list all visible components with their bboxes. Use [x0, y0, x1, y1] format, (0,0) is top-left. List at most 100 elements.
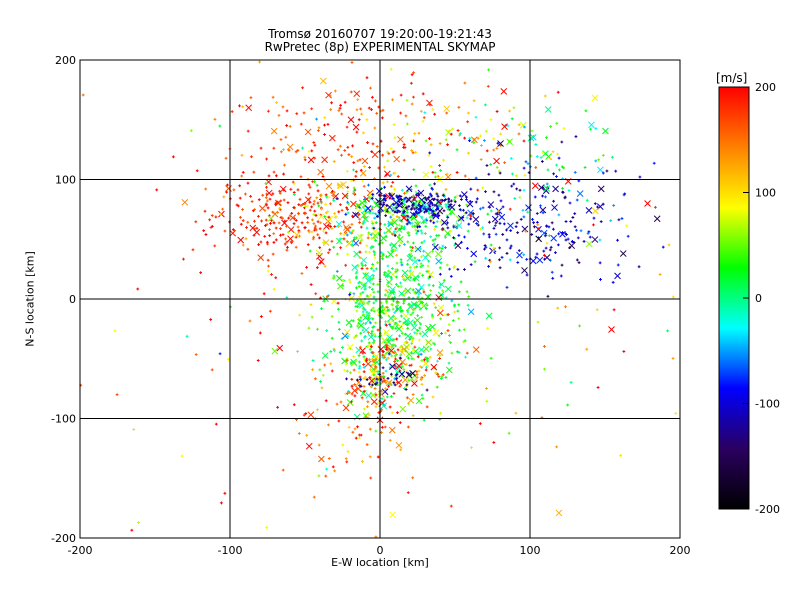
data-point-plus	[484, 245, 488, 249]
data-point-plus	[367, 382, 371, 386]
data-point-plus	[380, 316, 384, 320]
data-point-cross	[305, 442, 313, 450]
data-point-plus	[371, 245, 375, 249]
data-point-plus	[419, 109, 423, 113]
data-point-plus	[330, 315, 334, 318]
data-point-plus	[364, 250, 368, 254]
data-point-plus	[395, 275, 398, 279]
data-point-plus	[423, 358, 426, 362]
data-point-plus	[420, 315, 424, 319]
data-point-plus	[578, 324, 581, 328]
data-point-plus	[411, 311, 415, 315]
data-point-plus	[292, 403, 296, 407]
data-point-plus	[422, 220, 426, 224]
data-point-plus	[395, 194, 399, 198]
data-point-plus	[380, 376, 383, 380]
data-point-plus	[199, 271, 203, 275]
data-point-plus	[303, 202, 307, 206]
data-point-plus	[264, 182, 268, 185]
data-point-plus	[350, 61, 354, 64]
data-point-plus	[384, 214, 388, 218]
data-point-cross	[405, 371, 413, 379]
data-point-plus	[416, 220, 420, 224]
data-point-plus	[522, 253, 526, 257]
data-point-plus	[431, 213, 435, 217]
data-point-plus	[326, 251, 330, 255]
data-point-cross	[398, 290, 405, 297]
data-point-plus	[268, 228, 271, 231]
y-tick-label: 200	[55, 54, 76, 67]
data-point-plus	[444, 138, 448, 142]
data-point-plus	[415, 373, 419, 376]
data-point-plus	[458, 194, 462, 198]
data-point-cross	[411, 195, 418, 203]
data-point-plus	[436, 214, 440, 218]
data-point-plus	[375, 111, 379, 115]
data-point-plus	[406, 262, 409, 266]
data-point-plus	[317, 443, 321, 447]
data-point-plus	[387, 308, 391, 312]
data-point-plus	[369, 384, 373, 388]
data-point-plus	[296, 188, 300, 192]
data-point-plus	[277, 114, 281, 117]
data-point-plus	[381, 371, 385, 375]
data-point-plus	[404, 114, 408, 118]
data-point-plus	[444, 198, 448, 201]
data-point-plus	[350, 384, 354, 388]
data-point-plus	[282, 198, 286, 202]
data-point-plus	[372, 274, 375, 278]
data-point-cross	[307, 156, 315, 164]
data-point-plus	[408, 337, 412, 341]
data-point-plus	[406, 208, 410, 211]
data-point-plus	[400, 365, 404, 369]
data-point-plus	[446, 313, 450, 316]
data-point-cross	[409, 370, 417, 377]
data-point-plus	[489, 209, 493, 213]
data-point-plus	[421, 301, 424, 304]
data-point-plus	[299, 122, 303, 126]
data-point-plus	[392, 217, 396, 221]
data-point-plus	[312, 199, 316, 203]
data-point-plus	[448, 334, 451, 337]
data-point-cross	[336, 274, 343, 282]
data-point-cross	[436, 309, 444, 317]
data-point-cross	[317, 258, 325, 265]
data-point-plus	[571, 216, 575, 219]
data-point-plus	[403, 288, 407, 292]
data-point-plus	[562, 127, 566, 130]
data-point-cross	[353, 90, 361, 98]
data-point-plus	[542, 253, 546, 257]
data-point-plus	[451, 127, 455, 131]
data-point-plus	[425, 388, 429, 392]
data-point-plus	[355, 378, 359, 382]
data-point-plus	[616, 238, 619, 242]
data-point-plus	[335, 197, 339, 201]
data-point-plus	[422, 249, 426, 253]
data-point-plus	[388, 405, 392, 409]
data-point-plus	[463, 136, 467, 140]
data-point-plus	[296, 148, 300, 152]
data-point-plus	[380, 301, 383, 305]
data-point-plus	[594, 127, 598, 131]
data-point-cross	[229, 229, 237, 237]
data-point-plus	[445, 111, 449, 115]
data-point-plus	[285, 124, 289, 127]
data-point-plus	[274, 202, 278, 206]
data-point-plus	[433, 342, 437, 346]
data-point-plus	[518, 188, 522, 192]
data-point-cross	[390, 204, 398, 212]
data-point-plus	[433, 227, 437, 231]
data-point-plus	[427, 153, 431, 157]
data-point-plus	[498, 221, 502, 225]
data-point-plus	[486, 212, 490, 216]
data-point-plus	[418, 199, 422, 203]
data-point-plus	[455, 194, 459, 198]
data-point-plus	[392, 123, 396, 126]
data-point-plus	[316, 233, 320, 237]
data-point-plus	[505, 286, 509, 289]
data-point-cross	[380, 234, 387, 242]
data-point-plus	[444, 203, 448, 207]
data-point-plus	[363, 375, 367, 379]
data-point-plus	[551, 150, 555, 154]
